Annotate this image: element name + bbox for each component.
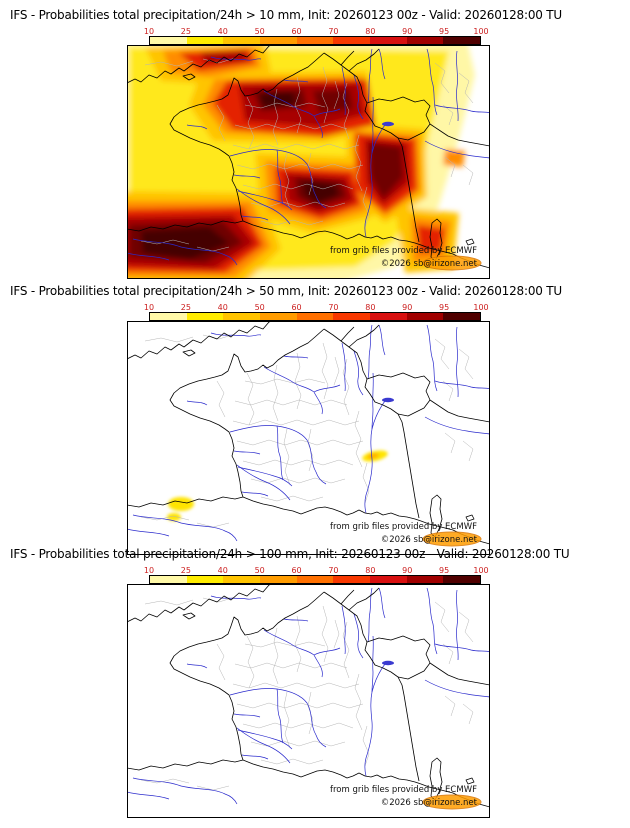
probability-colorbar: 10 25 40 50 60 70 80 90 95 100 (144, 566, 489, 584)
colorbar-tick-label: 40 (217, 303, 228, 312)
colorbar-tick-label: 60 (291, 303, 302, 312)
colorbar-tick-label: 10 (143, 566, 155, 575)
colorbar-segment (150, 313, 187, 320)
colorbar-segment (223, 576, 261, 583)
map-50mm: from grib files provided by ECMWF ©2026 … (127, 321, 490, 555)
colorbar-segment (260, 37, 297, 44)
colorbar-segment (333, 313, 371, 320)
colorbar-tick-labels: 10 25 40 50 60 70 80 90 95 100 (144, 27, 489, 36)
map-credits: from grib files provided by ECMWF ©2026 … (330, 785, 482, 810)
colorbar-tick-label: 95 (439, 27, 450, 36)
colorbar-tick-labels: 10 25 40 50 60 70 80 90 95 100 (144, 303, 489, 312)
colorbar-tick-label: 90 (402, 303, 413, 312)
colorbar-tick-label: 100 (473, 27, 489, 36)
colorbar-tick-label: 95 (439, 303, 450, 312)
irizone-logo (422, 255, 482, 271)
colorbar-segment (296, 313, 334, 320)
colorbar-tick-label: 100 (473, 303, 489, 312)
probability-field-50mm (167, 448, 389, 521)
colorbar-segment (333, 37, 371, 44)
colorbar-tick-label: 80 (365, 27, 376, 36)
colorbar-segment (260, 576, 297, 583)
ecmwf-credit: from grib files provided by ECMWF (330, 785, 477, 795)
panel-title: IFS - Probabilities total precipitation/… (10, 8, 563, 22)
panel-precip-gt-10mm: IFS - Probabilities total precipitation/… (0, 8, 630, 280)
panel-title: IFS - Probabilities total precipitation/… (10, 284, 563, 298)
colorbar-segment (406, 576, 444, 583)
ecmwf-credit: from grib files provided by ECMWF (330, 522, 477, 532)
colorbar-tick-label: 40 (217, 566, 228, 575)
copyright-text: ©2026 sb@irizone.net (381, 535, 478, 545)
colorbar-segment (406, 313, 444, 320)
colorbar-segment (223, 313, 261, 320)
map-credits: from grib files provided by ECMWF ©2026 … (330, 246, 482, 271)
colorbar-tick-label: 25 (180, 566, 191, 575)
colorbar-tick-label: 80 (365, 566, 376, 575)
colorbar-segment (223, 37, 261, 44)
map-100mm: from grib files provided by ECMWF ©2026 … (127, 584, 490, 818)
copyright-text: ©2026 sb@irizone.net (381, 259, 478, 269)
colorbar-segment (296, 576, 334, 583)
colorbar-segment (406, 37, 444, 44)
irizone-logo (422, 794, 482, 810)
colorbar-tick-label: 10 (143, 303, 155, 312)
france-basemap (127, 321, 490, 555)
colorbar-tick-label: 80 (365, 303, 376, 312)
colorbar-tick-label: 25 (180, 303, 191, 312)
france-basemap (127, 584, 490, 818)
colorbar-tick-label: 100 (473, 566, 489, 575)
map-credits: from grib files provided by ECMWF ©2026 … (330, 522, 482, 547)
probability-colorbar: 10 25 40 50 60 70 80 90 95 100 (144, 303, 489, 321)
colorbar-tick-label: 50 (254, 27, 265, 36)
colorbar-segment (370, 313, 407, 320)
colorbar-segment (186, 313, 224, 320)
colorbar-bar (149, 312, 481, 321)
ecmwf-credit: from grib files provided by ECMWF (330, 246, 477, 256)
colorbar-tick-label: 10 (143, 27, 155, 36)
panel-title: IFS - Probabilities total precipitation/… (10, 547, 570, 561)
colorbar-tick-label: 40 (217, 27, 228, 36)
colorbar-segment (150, 37, 187, 44)
colorbar-segment (370, 37, 407, 44)
colorbar-segment (370, 576, 407, 583)
probability-field-10mm (127, 45, 475, 279)
panel-precip-gt-50mm: IFS - Probabilities total precipitation/… (0, 284, 630, 556)
colorbar-tick-label: 90 (402, 566, 413, 575)
map-50mm-svg: from grib files provided by ECMWF ©2026 … (127, 321, 490, 555)
colorbar-segment (150, 576, 187, 583)
colorbar-tick-labels: 10 25 40 50 60 70 80 90 95 100 (144, 566, 489, 575)
map-10mm-svg: from grib files provided by ECMWF ©2026 … (127, 45, 490, 279)
colorbar-tick-label: 60 (291, 566, 302, 575)
colorbar-tick-label: 90 (402, 27, 413, 36)
colorbar-segment (186, 576, 224, 583)
map-10mm: from grib files provided by ECMWF ©2026 … (127, 45, 490, 279)
colorbar-bar (149, 36, 481, 45)
colorbar-segment (443, 576, 481, 583)
colorbar-segment (443, 313, 481, 320)
probability-colorbar: 10 25 40 50 60 70 80 90 95 100 (144, 27, 489, 45)
colorbar-tick-label: 95 (439, 566, 450, 575)
colorbar-tick-label: 50 (254, 303, 265, 312)
copyright-text: ©2026 sb@irizone.net (381, 798, 478, 808)
irizone-logo (422, 531, 482, 547)
colorbar-tick-label: 70 (328, 303, 339, 312)
colorbar-segment (333, 576, 371, 583)
panel-precip-gt-100mm: IFS - Probabilities total precipitation/… (0, 547, 630, 819)
colorbar-tick-label: 25 (180, 27, 191, 36)
colorbar-segment (186, 37, 224, 44)
colorbar-tick-label: 50 (254, 566, 265, 575)
colorbar-tick-label: 70 (328, 566, 339, 575)
colorbar-segment (443, 37, 481, 44)
colorbar-tick-label: 60 (291, 27, 302, 36)
colorbar-segment (260, 313, 297, 320)
map-100mm-svg: from grib files provided by ECMWF ©2026 … (127, 584, 490, 818)
colorbar-segment (296, 37, 334, 44)
colorbar-tick-label: 70 (328, 27, 339, 36)
colorbar-bar (149, 575, 481, 584)
